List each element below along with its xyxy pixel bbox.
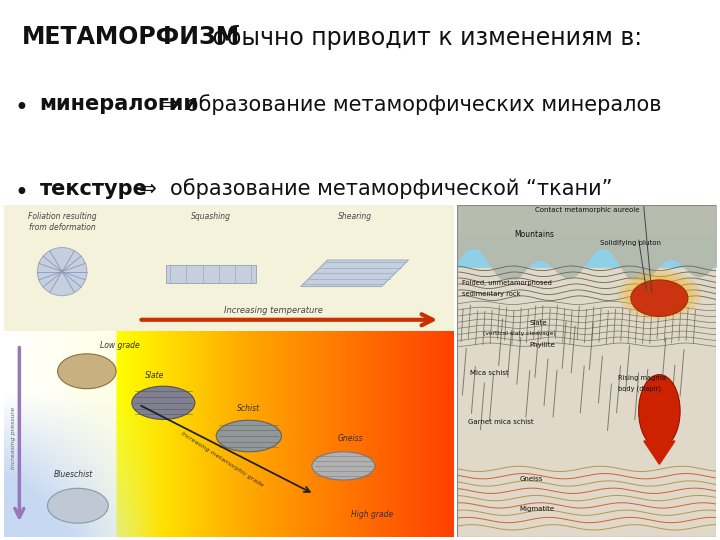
Bar <box>457 267 716 537</box>
Polygon shape <box>644 441 675 464</box>
Text: ⇒ образование метаморфических минералов: ⇒ образование метаморфических минералов <box>155 94 661 115</box>
Bar <box>457 205 716 267</box>
Ellipse shape <box>48 488 108 523</box>
Text: Mountains: Mountains <box>514 230 554 239</box>
Bar <box>4 205 454 332</box>
Ellipse shape <box>132 386 195 420</box>
Text: Phyllite: Phyllite <box>530 342 556 348</box>
Ellipse shape <box>639 375 680 448</box>
Text: Squashing: Squashing <box>191 212 230 221</box>
Polygon shape <box>301 260 409 287</box>
Text: Mica schist: Mica schist <box>470 369 509 376</box>
Text: Low grade: Low grade <box>100 341 140 350</box>
Text: (vertical slaty cleavage): (vertical slaty cleavage) <box>483 330 556 336</box>
Text: Increasing temperature: Increasing temperature <box>224 307 323 315</box>
Text: Solidifying pluton: Solidifying pluton <box>600 240 661 246</box>
Text: Blueschist: Blueschist <box>54 470 93 479</box>
Text: обычно приводит к изменениям в:: обычно приводит к изменениям в: <box>205 25 642 50</box>
Text: Slate: Slate <box>530 320 547 326</box>
Bar <box>166 265 256 284</box>
Bar <box>4 332 454 537</box>
Ellipse shape <box>624 274 695 316</box>
Text: from deformation: from deformation <box>29 224 96 232</box>
Text: ⇒  образование метаморфической “ткани”: ⇒ образование метаморфической “ткани” <box>126 179 613 199</box>
Text: sedimentary rock: sedimentary rock <box>462 291 521 297</box>
Text: Slate: Slate <box>145 370 164 380</box>
Text: Shearing: Shearing <box>338 212 372 221</box>
Text: Contact metamorphic aureole: Contact metamorphic aureole <box>534 207 639 213</box>
Text: •: • <box>14 180 28 205</box>
Ellipse shape <box>312 452 375 480</box>
Text: Schist: Schist <box>238 404 261 413</box>
Text: текстуре: текстуре <box>40 179 148 199</box>
Text: Rising magma: Rising magma <box>618 375 666 381</box>
Text: Gneiss: Gneiss <box>519 476 543 482</box>
Ellipse shape <box>630 278 688 312</box>
Text: Folded, unmetamorphosed: Folded, unmetamorphosed <box>462 280 552 286</box>
Text: Gneiss: Gneiss <box>337 434 363 443</box>
Text: МЕТАМОРФИЗМ: МЕТАМОРФИЗМ <box>22 25 240 49</box>
Ellipse shape <box>58 354 116 389</box>
Ellipse shape <box>216 420 282 452</box>
Text: High grade: High grade <box>351 510 394 519</box>
Text: Increasing pressure: Increasing pressure <box>11 407 16 469</box>
Text: Garnet mica schist: Garnet mica schist <box>467 420 534 426</box>
Ellipse shape <box>618 270 701 320</box>
Text: Migmatite: Migmatite <box>519 506 554 512</box>
Text: Foliation resulting: Foliation resulting <box>28 212 96 221</box>
Ellipse shape <box>631 280 688 316</box>
Text: •: • <box>14 97 28 120</box>
Text: body (diapir): body (diapir) <box>618 385 661 392</box>
Bar <box>457 205 716 238</box>
Ellipse shape <box>37 247 87 296</box>
Text: Increasing metamorphic grade: Increasing metamorphic grade <box>180 431 264 488</box>
Text: минералогии: минералогии <box>40 94 199 114</box>
